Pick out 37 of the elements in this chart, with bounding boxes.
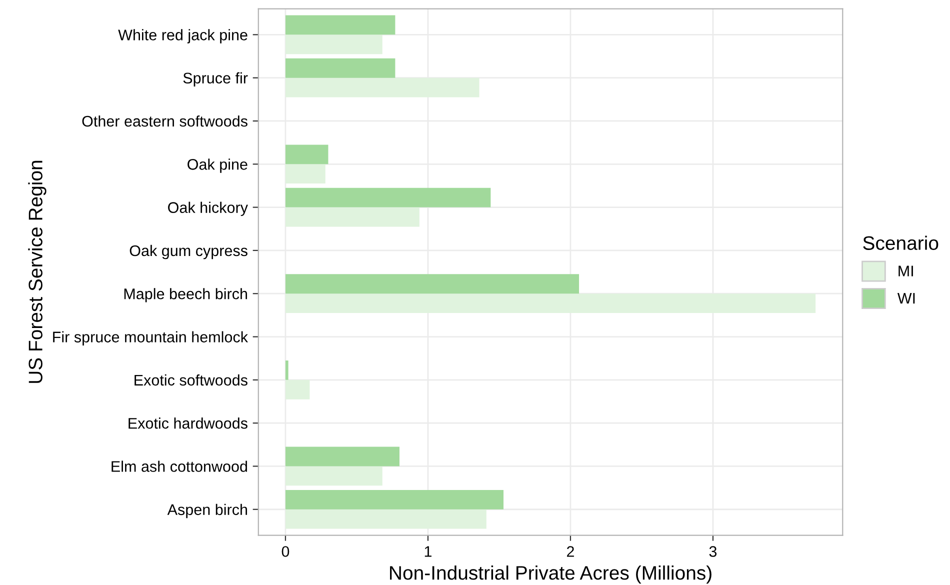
legend-label: MI [898,266,913,276]
y-tick-label: Oak pine [188,158,248,173]
y-tick-label: Aspen birch [167,504,247,518]
y-tick-label: Other eastern softwoods [82,115,248,127]
y-tick-label: Fir spruce mountain hemlock [53,331,248,346]
x-axis-title: Non-Industrial Private Acres (Millions) [390,565,712,584]
legend-label: WI [897,293,915,304]
bar [285,164,326,184]
x-tick-label: 2 [566,546,574,557]
bar [285,509,486,529]
bar [285,78,480,98]
bar [285,490,504,510]
bar [285,34,382,54]
bar [285,466,382,486]
bar [285,144,328,164]
bar [285,15,396,35]
y-tick-label: Elm ash cottonwood [112,460,248,472]
legend-title: Scenario [863,236,938,250]
x-tick-label: 1 [424,546,432,557]
bar [285,207,420,227]
y-tick-label: Exotic softwoods [134,374,248,386]
y-tick-label: Oak hickory [168,202,248,216]
bar [285,274,580,294]
y-tick-label: Spruce fir [183,72,248,87]
bar [285,294,816,314]
y-tick-label: White red jack pine [118,29,248,44]
bar [285,188,491,208]
y-tick-label: Exotic hardwoods [128,418,248,429]
x-tick-label: 3 [709,546,717,557]
bar [285,380,310,400]
bar [285,446,400,466]
y-tick-label: Maple beech birch [124,288,247,302]
bar [285,58,396,78]
x-tick-label: 0 [282,546,290,557]
y-axis-title: US Forest Service Region [28,160,46,383]
bar [285,360,288,380]
y-tick-label: Oak gum cypress [130,244,248,260]
